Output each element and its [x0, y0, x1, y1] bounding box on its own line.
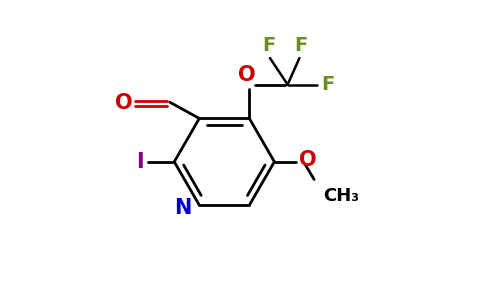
- Text: N: N: [175, 198, 192, 218]
- Text: F: F: [294, 35, 307, 55]
- Text: O: O: [238, 64, 255, 85]
- Text: O: O: [300, 150, 317, 170]
- Text: I: I: [136, 152, 143, 172]
- Text: CH₃: CH₃: [323, 187, 359, 205]
- Text: O: O: [115, 93, 133, 113]
- Text: F: F: [321, 75, 335, 94]
- Text: F: F: [262, 35, 275, 55]
